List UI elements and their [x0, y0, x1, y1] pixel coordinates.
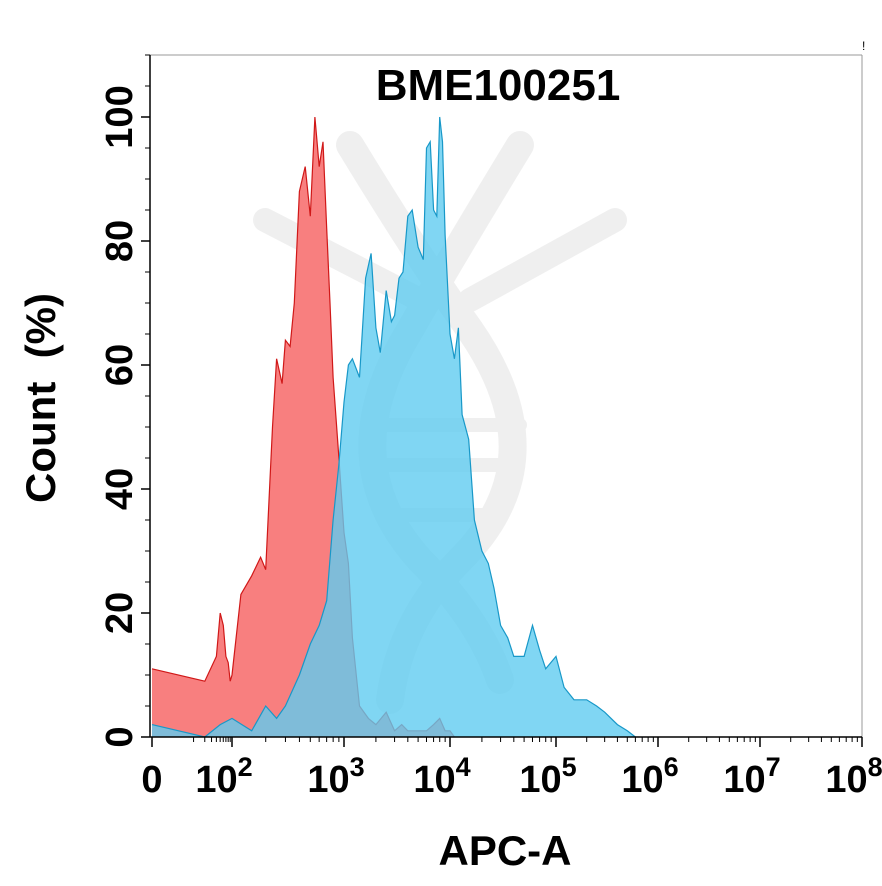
- y-tick-label: 20: [99, 592, 141, 634]
- series-layer: [151, 116, 636, 738]
- x-tick-label: 102: [195, 752, 252, 801]
- y-axis-label: Count (%): [17, 293, 64, 503]
- x-tick-label: 0: [141, 759, 162, 801]
- series-1-area: [152, 117, 455, 737]
- corner-mark: !: [862, 39, 865, 53]
- y-tick-label: 100: [99, 85, 141, 148]
- y-axis-ticks: [141, 54, 150, 738]
- x-tick-label: 106: [621, 752, 678, 801]
- series-2-area: [152, 117, 636, 737]
- x-axis-label: APC-A: [439, 827, 572, 874]
- y-tick-label: 80: [99, 220, 141, 262]
- y-axis-tick-labels: 0 20 40 60 80 100: [99, 85, 141, 747]
- y-tick-label: 40: [99, 468, 141, 510]
- x-tick-label: 105: [519, 752, 576, 801]
- x-tick-label: 103: [307, 752, 364, 801]
- x-tick-label: 108: [825, 752, 882, 801]
- chart-title: BME100251: [376, 61, 621, 110]
- x-tick-label: 104: [413, 752, 470, 801]
- x-tick-label: 107: [723, 752, 780, 801]
- series-2-line: [151, 116, 636, 738]
- x-axis-tick-labels: 0 102 103 104 105 106 107 108: [141, 752, 882, 801]
- y-tick-label: 60: [99, 344, 141, 386]
- y-tick-label: 0: [99, 726, 141, 747]
- x-axis-ticks: [151, 737, 863, 747]
